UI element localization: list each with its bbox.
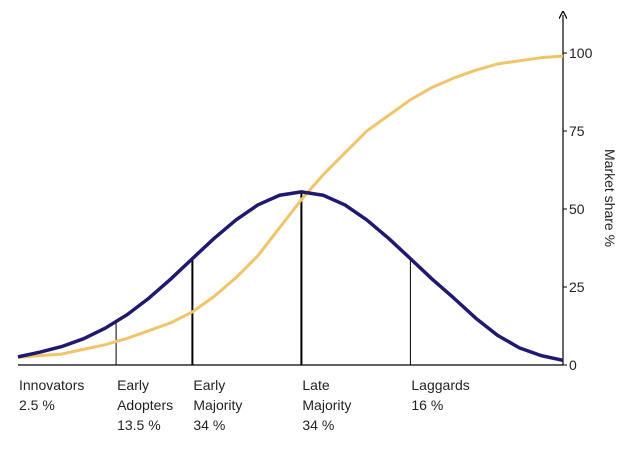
series-line	[17, 190, 564, 363]
segment-share: 2.5 %	[19, 397, 55, 413]
series-line	[17, 54, 564, 359]
segment-share: 34 %	[302, 417, 334, 433]
segment-name: Early	[193, 377, 225, 393]
segment-name: Majority	[302, 397, 351, 413]
segment-name: Innovators	[19, 377, 84, 393]
y-tick-label: 50	[569, 201, 585, 217]
y-tick-label: 100	[569, 45, 593, 61]
segment-share: 13.5 %	[117, 417, 161, 433]
y-tick-label: 0	[569, 357, 577, 373]
segment-name: Majority	[193, 397, 242, 413]
segment-name: Late	[302, 377, 329, 393]
y-tick-label: 75	[569, 123, 585, 139]
y-tick-label: 25	[569, 279, 585, 295]
segment-name: Laggards	[411, 377, 469, 393]
segment-share: 16 %	[411, 397, 443, 413]
segment-name: Adopters	[117, 397, 173, 413]
segment-name: Early	[117, 377, 149, 393]
segment-share: 34 %	[193, 417, 225, 433]
y-axis-label: Market share %	[602, 149, 618, 247]
